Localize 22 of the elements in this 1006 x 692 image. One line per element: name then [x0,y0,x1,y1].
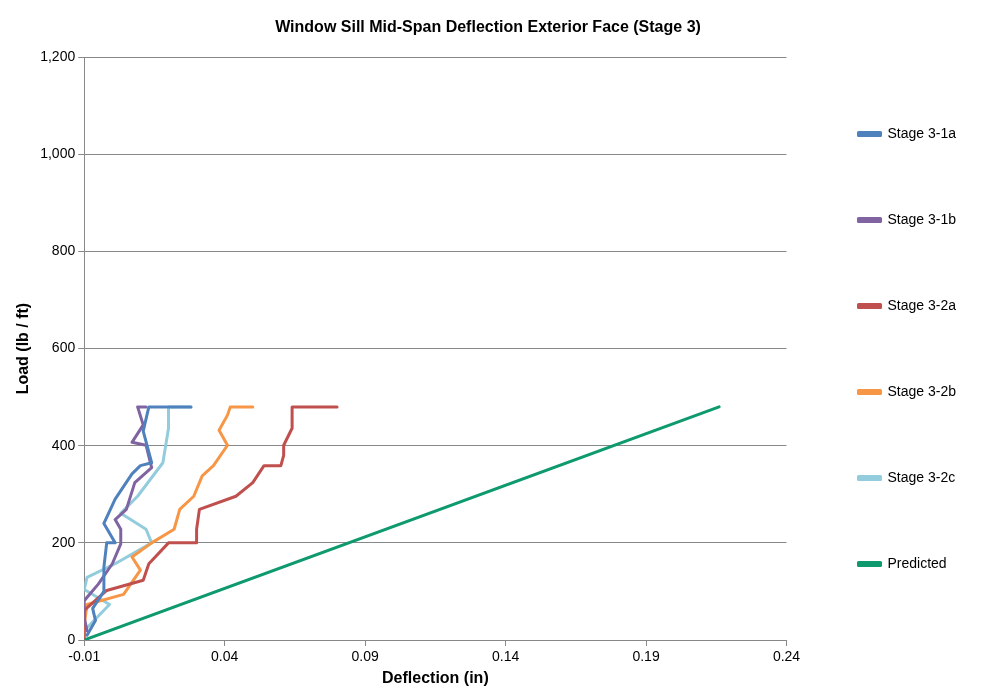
y-tick-label: 0 [67,630,76,647]
chart-title: Window Sill Mid-Span Deflection Exterior Face (Stage 3) [275,18,701,36]
x-tick-label: -0.01 [68,648,101,665]
y-tick-label: 800 [51,242,76,259]
y-tick-label: 400 [51,436,76,453]
x-tick-label: 0.24 [772,648,801,665]
y-tick-label: 1,000 [40,145,76,162]
y-axis-title: Load (lb / ft) [14,302,32,395]
x-tick-label: 0.09 [351,648,379,665]
y-tick-label: 1,200 [40,48,76,65]
legend-label: Predicted [887,554,947,571]
y-tick-label: 600 [51,339,76,356]
legend-label: Stage 3-2b [887,382,957,399]
x-tick-label: 0.04 [211,648,239,665]
x-tick-label: 0.19 [632,648,660,665]
legend-label: Stage 3-1a [887,124,957,141]
y-tick-label: 200 [51,533,76,550]
legend-label: Stage 3-2a [887,296,957,313]
x-axis-title: Deflection (in) [382,668,489,686]
legend-label: Stage 3-2c [887,468,956,485]
legend-label: Stage 3-1b [887,210,957,227]
x-tick-label: 0.14 [491,648,520,665]
